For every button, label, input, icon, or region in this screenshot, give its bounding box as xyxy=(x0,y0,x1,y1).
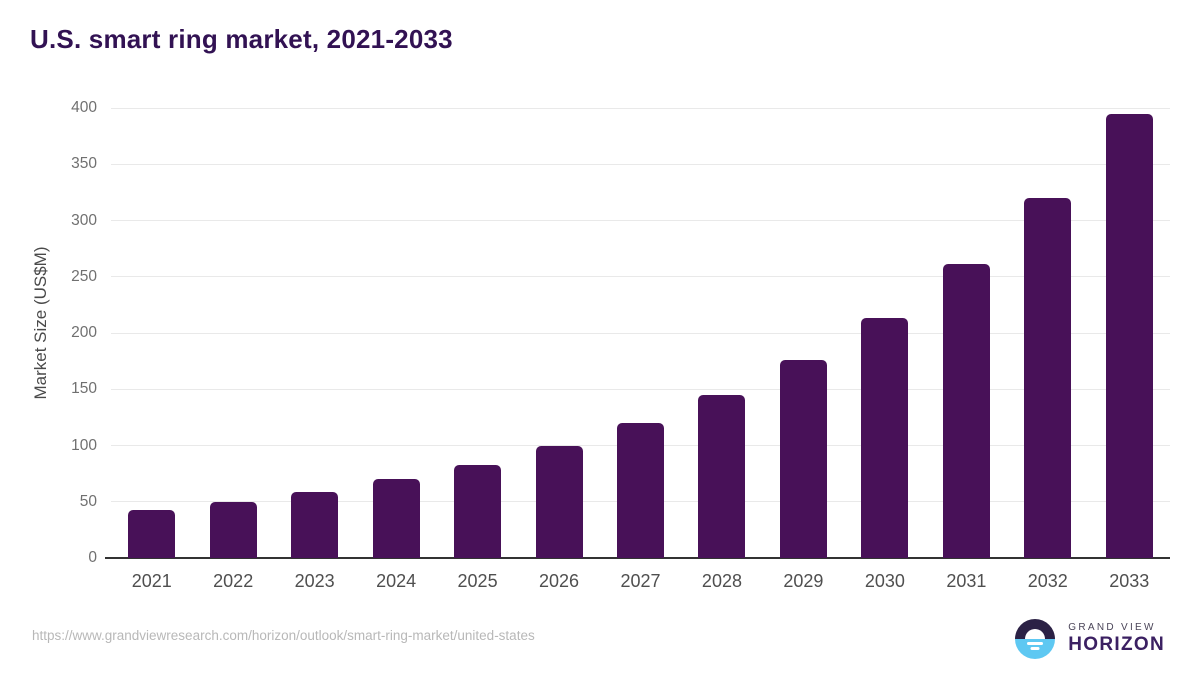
logo-text-grand-view: GRAND VIEW xyxy=(1068,622,1156,634)
logo-text-horizon: HORIZON xyxy=(1068,634,1165,656)
x-tick-label-2029: 2029 xyxy=(783,571,824,591)
x-tick-label-2022: 2022 xyxy=(213,571,254,591)
gridline-300 xyxy=(111,220,1170,221)
y-tick-label-400: 400 xyxy=(71,99,97,116)
y-tick-label-200: 200 xyxy=(71,324,97,341)
bar-2033 xyxy=(1105,113,1153,558)
x-tick-label-2030: 2030 xyxy=(864,571,905,591)
gridline-200 xyxy=(111,332,1170,334)
reflection-line xyxy=(1027,642,1044,645)
bar-2028 xyxy=(698,394,746,558)
x-tick-label-2027: 2027 xyxy=(620,571,661,591)
bar-2032 xyxy=(1024,198,1072,558)
x-tick-label-2033: 2033 xyxy=(1109,571,1150,591)
x-tick-label-2032: 2032 xyxy=(1027,571,1068,591)
y-tick-label-150: 150 xyxy=(71,380,97,398)
bar-2030 xyxy=(861,318,909,558)
logo-text-block: GRAND VIEW HORIZON xyxy=(1068,622,1165,656)
x-tick-label-2026: 2026 xyxy=(539,571,580,591)
plot-area: 0 50 100 150 200 250 300 350 400 2021 2022 2023 2024… xyxy=(71,99,1170,591)
x-tick-label-2024: 2024 xyxy=(376,571,417,591)
horizon-sun-icon xyxy=(1015,619,1056,659)
y-tick-label-100: 100 xyxy=(71,436,97,454)
y-tick-label-50: 50 xyxy=(79,492,97,510)
gridline-400 xyxy=(111,107,1170,109)
page-title: U.S. smart ring market, 2021-2033 xyxy=(30,24,453,54)
bar-2026 xyxy=(535,445,583,558)
gridline-150 xyxy=(111,388,1170,390)
bar-2024 xyxy=(372,479,420,558)
bar-2031 xyxy=(942,264,990,558)
y-tick-label-350: 350 xyxy=(71,155,97,173)
x-tick-label-2025: 2025 xyxy=(457,571,498,591)
bar-2029 xyxy=(779,360,827,558)
source-url: https://www.grandviewresearch.com/horizo… xyxy=(32,628,535,643)
x-tick-label-2031: 2031 xyxy=(946,571,987,591)
x-tick-label-2028: 2028 xyxy=(701,571,742,591)
bar-2021 xyxy=(128,509,176,558)
bar-2023 xyxy=(291,491,339,558)
y-tick-label-0: 0 xyxy=(88,549,97,566)
x-tick-label-2021: 2021 xyxy=(131,571,172,591)
y-axis-title: Market Size (US$M) xyxy=(31,246,50,400)
grand-view-horizon-logo: GRAND VIEW HORIZON xyxy=(1015,619,1165,659)
reflection-line xyxy=(1030,647,1040,650)
y-tick-label-250: 250 xyxy=(71,267,97,285)
bar-2022 xyxy=(209,501,257,558)
bar-2025 xyxy=(454,464,502,558)
gridline-250 xyxy=(111,276,1170,278)
sun-arch-shape xyxy=(1025,629,1046,639)
y-tick-label-300: 300 xyxy=(71,211,97,229)
bar-2027 xyxy=(617,423,664,558)
x-axis-line xyxy=(105,557,1170,559)
gridline-350 xyxy=(111,163,1170,165)
x-tick-label-2023: 2023 xyxy=(294,571,335,591)
